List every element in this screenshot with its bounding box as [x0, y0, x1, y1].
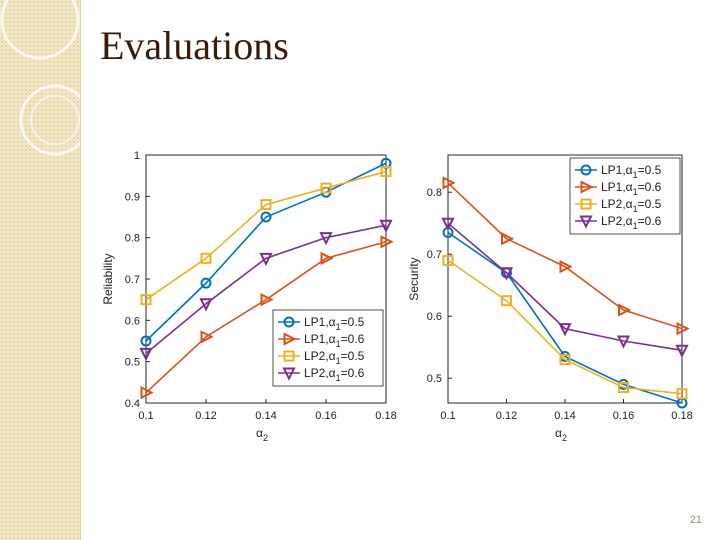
legend-swatch-marker — [283, 316, 295, 328]
x-axis-label: α2 — [555, 426, 567, 443]
data-point — [501, 295, 512, 307]
legend-label: LP2,α1=0.5 — [601, 197, 662, 214]
y-tick-label: 0.6 — [427, 311, 442, 323]
x-axis-label: α2 — [256, 426, 268, 443]
legend-label: LP1,α1=0.6 — [304, 332, 365, 349]
chart-1: 0.1 0.12 0.14 0.16 0.18 0.4 0.5 0.6 0.7 0.8 0.9 1 α2… — [101, 150, 397, 443]
data-point — [320, 251, 334, 265]
x-tick-label: 0.16 — [315, 410, 336, 422]
data-point — [200, 330, 214, 344]
legend-label: LP2,α1=0.5 — [304, 349, 365, 366]
x-tick-label: 0.18 — [671, 410, 692, 422]
legend-label: LP1,α1=0.5 — [304, 315, 365, 332]
y-tick-label: 0.7 — [427, 249, 442, 261]
series-4 — [441, 217, 689, 359]
data-point — [442, 176, 456, 190]
page-number: 21 — [689, 514, 702, 526]
x-tick-label: 0.12 — [496, 410, 517, 422]
data-point — [260, 211, 272, 223]
legend-swatch-marker — [580, 164, 592, 176]
data-point — [676, 388, 688, 400]
data-point — [140, 335, 152, 347]
slide-title: Evaluations — [100, 23, 289, 68]
x-tick-label: 0.14 — [255, 410, 276, 422]
y-tick-label: 1 — [134, 150, 140, 162]
series-line — [145, 170, 387, 301]
legend-swatch-marker — [283, 332, 297, 346]
data-point — [140, 386, 154, 400]
legend-swatch-marker — [579, 215, 593, 229]
data-point — [200, 252, 212, 264]
x-tick-label: 0.16 — [613, 410, 634, 422]
legend-swatch-marker — [282, 367, 296, 381]
data-point — [260, 199, 272, 211]
y-axis-label: Reliability — [101, 253, 115, 304]
y-tick-label: 0.8 — [427, 187, 442, 199]
series-line — [145, 241, 387, 394]
x-tick-label: 0.18 — [375, 410, 396, 422]
data-point — [140, 294, 152, 306]
data-point — [200, 277, 212, 289]
data-point — [380, 166, 392, 178]
data-point — [559, 354, 571, 366]
series-line — [447, 231, 683, 404]
legend-label: LP1,α1=0.6 — [601, 180, 662, 197]
data-point — [501, 232, 515, 246]
legend-swatch-marker — [580, 198, 592, 210]
charts-figure: 0.1 0.12 0.14 0.16 0.18 0.4 0.5 0.6 0.7 0.8 0.9 1 α2… — [101, 150, 693, 443]
series-line — [447, 222, 683, 352]
data-point — [259, 252, 273, 267]
x-tick-label: 0.14 — [554, 410, 575, 422]
y-tick-label: 0.9 — [125, 191, 140, 203]
series-3 — [140, 166, 392, 306]
y-tick-label: 0.4 — [125, 398, 140, 410]
y-tick-label: 0.7 — [125, 274, 140, 286]
decorative-rings — [0, 0, 80, 156]
data-point — [380, 235, 394, 249]
y-axis-label: Security — [407, 257, 421, 300]
legend-swatch-marker — [580, 180, 594, 194]
series-2 — [442, 176, 690, 336]
data-point — [441, 217, 455, 231]
data-point — [319, 232, 333, 246]
y-tick-label: 0.5 — [125, 357, 140, 369]
data-point — [558, 323, 572, 337]
y-tick-label: 0.8 — [125, 233, 140, 245]
series-4 — [139, 219, 393, 362]
data-point — [379, 219, 393, 234]
y-tick-label: 0.6 — [125, 315, 140, 327]
x-tick-label: 0.1 — [138, 410, 153, 422]
series-3 — [442, 254, 688, 400]
data-point — [199, 298, 213, 312]
data-point — [618, 382, 629, 393]
legend-label: LP1,α1=0.5 — [601, 163, 662, 180]
series-2 — [140, 235, 394, 400]
data-point — [675, 344, 689, 359]
x-tick-label: 0.1 — [440, 410, 455, 422]
data-point — [618, 303, 632, 317]
data-point — [320, 182, 332, 194]
data-point — [260, 293, 274, 307]
series-line — [447, 182, 683, 330]
series-line — [145, 224, 387, 355]
legend-swatch-marker — [283, 350, 295, 362]
data-point — [676, 321, 690, 336]
y-tick-label: 0.5 — [427, 373, 442, 385]
data-point — [559, 259, 573, 274]
series-line — [447, 259, 683, 395]
data-point — [616, 335, 631, 349]
chart-2: 0.1 0.12 0.14 0.16 0.18 0.5 0.6 0.7 0.8 α2 Securit… — [407, 154, 693, 443]
decorative-side-strip — [0, 0, 81, 540]
data-point — [442, 254, 454, 266]
legend-label: LP2,α1=0.6 — [304, 366, 365, 383]
data-point — [139, 347, 153, 362]
legend-label: LP2,α1=0.6 — [601, 214, 662, 231]
x-tick-label: 0.12 — [195, 410, 216, 422]
data-point — [499, 267, 514, 281]
